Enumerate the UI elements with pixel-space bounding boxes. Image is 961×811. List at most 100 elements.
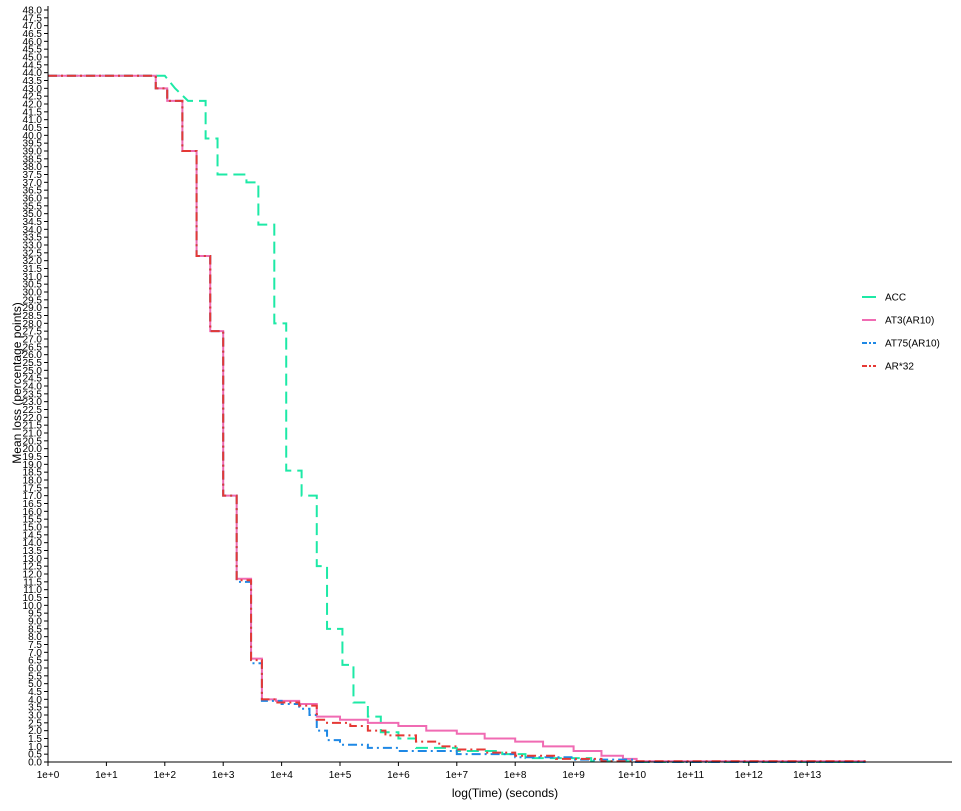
y-tick-label: 47.0 <box>23 21 43 32</box>
y-tick-label: 6.5 <box>28 656 42 667</box>
y-tick-label: 5.0 <box>28 679 42 690</box>
y-tick-label: 33.5 <box>23 233 43 244</box>
x-tick-label: 1e+0 <box>37 770 60 781</box>
y-tick-label: 20.0 <box>23 444 43 455</box>
series-line-acc <box>48 74 866 763</box>
y-tick-label: 28.0 <box>23 319 43 330</box>
series-line-at75-ar10- <box>48 74 866 763</box>
x-axis: 1e+0 1e+1 1e+2 1e+3 1e+4 1e+5 1e+6 1e+7 1e+8 1e+9… <box>37 761 952 781</box>
y-tick-label: 42.5 <box>23 92 43 103</box>
y-tick-label: 47.5 <box>23 13 43 24</box>
x-tick-label: 1e+13 <box>793 770 822 781</box>
y-tick-label: 25.0 <box>23 366 43 377</box>
y-tick-label: 40.5 <box>23 123 43 134</box>
y-tick-label: 43.0 <box>23 84 43 95</box>
plot-area <box>48 74 866 763</box>
y-tick-label: 22.0 <box>23 413 43 424</box>
y-tick-label: 3.5 <box>28 703 42 714</box>
y-tick-label: 3.0 <box>28 711 42 722</box>
y-tick-label: 42.0 <box>23 100 43 111</box>
y-tick-label: 2.0 <box>28 726 42 737</box>
y-tick-label: 18.5 <box>23 468 43 479</box>
x-tick-label: 1e+6 <box>387 770 410 781</box>
y-tick-label: 39.5 <box>23 139 43 150</box>
y-tick-label: 9.0 <box>28 617 42 628</box>
x-tick-label: 1e+9 <box>562 770 585 781</box>
y-tick-label: 39.0 <box>23 147 43 158</box>
series-line-at3-ar10- <box>48 74 866 763</box>
y-tick-label: 34.5 <box>23 217 43 228</box>
y-tick-label: 7.5 <box>28 640 42 651</box>
y-tick-label: 37.5 <box>23 170 43 181</box>
legend-label: AT3(AR10) <box>885 316 934 327</box>
y-tick-label: 10.5 <box>23 593 43 604</box>
y-tick-label: 5.5 <box>28 671 42 682</box>
y-tick-label: 18.0 <box>23 476 43 487</box>
x-tick-label: 1e+12 <box>735 770 764 781</box>
y-tick-label: 1.0 <box>28 742 42 753</box>
y-tick-label: 10.0 <box>23 601 43 612</box>
y-tick-label: 30.0 <box>23 288 43 299</box>
y-tick-label: 37.0 <box>23 178 43 189</box>
series-line-ar-32 <box>48 74 866 763</box>
y-tick-label: 27.5 <box>23 327 43 338</box>
y-axis: 0.00.51.01.52.02.53.03.54.04.55.05.56.06… <box>23 6 49 769</box>
y-tick-label: 45.0 <box>23 53 43 64</box>
y-tick-label: 40.0 <box>23 131 43 142</box>
y-tick-label: 26.5 <box>23 342 43 353</box>
y-tick-label: 21.5 <box>23 421 43 432</box>
y-tick-label: 41.5 <box>23 107 43 118</box>
x-tick-label: 1e+10 <box>618 770 647 781</box>
y-tick-label: 9.5 <box>28 609 42 620</box>
y-tick-label: 6.0 <box>28 664 42 675</box>
x-tick-label: 1e+4 <box>270 770 293 781</box>
y-tick-label: 2.5 <box>28 718 42 729</box>
y-tick-label: 45.5 <box>23 45 43 56</box>
y-tick-label: 44.5 <box>23 60 43 71</box>
y-tick-label: 16.5 <box>23 499 43 510</box>
x-tick-label: 1e+2 <box>154 770 177 781</box>
y-tick-label: 4.5 <box>28 687 42 698</box>
y-tick-label: 48.0 <box>23 6 43 17</box>
x-axis-title: log(Time) (seconds) <box>452 786 558 800</box>
y-tick-label: 17.5 <box>23 483 43 494</box>
y-tick-label: 36.0 <box>23 194 43 205</box>
y-tick-label: 29.5 <box>23 295 43 306</box>
y-tick-label: 27.0 <box>23 335 43 346</box>
y-tick-label: 30.5 <box>23 280 43 291</box>
y-tick-label: 20.5 <box>23 436 43 447</box>
y-tick-label: 16.0 <box>23 507 43 518</box>
y-tick-label: 24.0 <box>23 382 43 393</box>
y-tick-label: 1.5 <box>28 734 42 745</box>
y-tick-label: 4.0 <box>28 695 42 706</box>
y-tick-label: 19.5 <box>23 452 43 463</box>
x-tick-label: 1e+1 <box>95 770 118 781</box>
y-tick-label: 15.5 <box>23 515 43 526</box>
x-tick-label: 1e+11 <box>677 770 705 781</box>
y-tick-label: 35.5 <box>23 201 43 212</box>
y-tick-label: 23.0 <box>23 397 43 408</box>
y-tick-label: 8.0 <box>28 632 42 643</box>
y-tick-label: 23.5 <box>23 389 43 400</box>
y-tick-label: 32.5 <box>23 248 43 259</box>
y-tick-label: 8.5 <box>28 624 42 635</box>
y-tick-label: 14.0 <box>23 538 43 549</box>
y-tick-label: 31.0 <box>23 272 43 283</box>
y-tick-label: 0.0 <box>28 758 42 769</box>
y-tick-label: 38.0 <box>23 162 43 173</box>
y-tick-label: 21.0 <box>23 429 43 440</box>
y-tick-label: 7.0 <box>28 648 42 659</box>
y-tick-label: 32.0 <box>23 256 43 267</box>
legend-label: AT75(AR10) <box>885 339 940 350</box>
y-tick-label: 43.5 <box>23 76 43 87</box>
y-tick-label: 12.5 <box>23 562 43 573</box>
y-tick-label: 29.0 <box>23 303 43 314</box>
y-axis-title: Mean loss (percentage points) <box>10 302 24 463</box>
x-tick-label: 1e+3 <box>212 770 235 781</box>
y-tick-label: 33.0 <box>23 241 43 252</box>
y-tick-label: 12.0 <box>23 570 43 581</box>
y-tick-label: 15.0 <box>23 523 43 534</box>
y-tick-label: 14.5 <box>23 530 43 541</box>
y-tick-label: 34.0 <box>23 225 43 236</box>
